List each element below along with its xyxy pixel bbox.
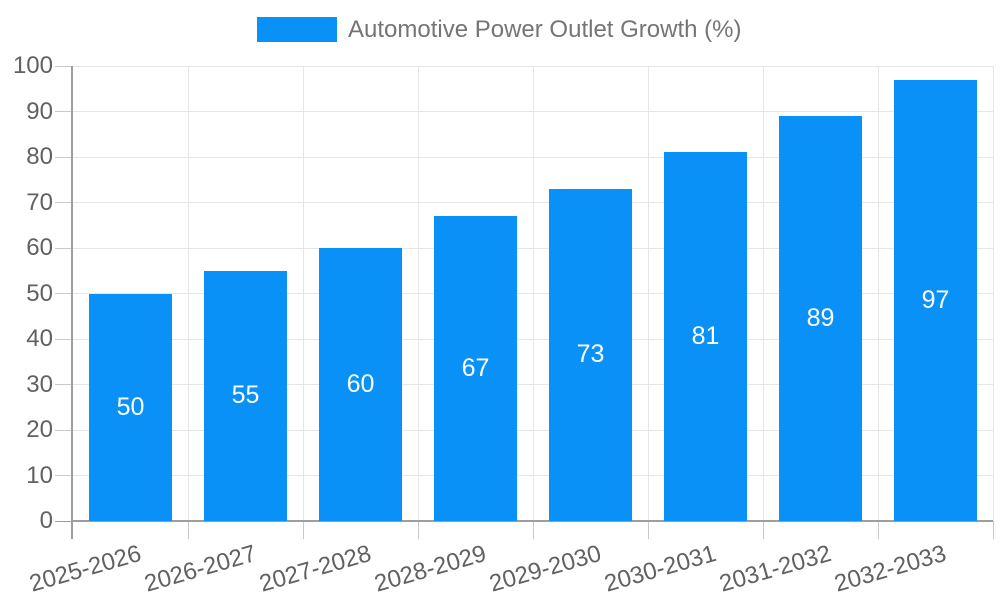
- y-tick: [55, 429, 73, 431]
- bar: 97: [894, 79, 977, 521]
- y-tick: [55, 520, 73, 522]
- bar: 67: [434, 216, 517, 521]
- x-axis-label: 2032-2033: [831, 540, 949, 598]
- bar-value-label: 97: [921, 285, 950, 314]
- bar-value-label: 60: [346, 370, 375, 398]
- x-tick: [532, 521, 534, 539]
- x-tick: [302, 521, 304, 539]
- x-gridline: [877, 66, 879, 521]
- bar-value-label: 55: [231, 381, 260, 410]
- y-axis-label: 40: [26, 325, 53, 352]
- bar-value-label: 89: [806, 304, 835, 333]
- y-axis-label: 10: [26, 461, 53, 489]
- legend-swatch: [257, 17, 337, 42]
- y-axis-label: 50: [26, 279, 53, 307]
- y-axis-label: 0: [39, 507, 53, 534]
- x-tick: [992, 521, 994, 539]
- x-tick: [877, 521, 879, 539]
- x-tick: [417, 521, 419, 539]
- bar-value-label: 67: [461, 354, 490, 383]
- y-tick: [55, 247, 73, 249]
- y-axis-label: 90: [26, 97, 53, 125]
- legend-label: Automotive Power Outlet Growth (%): [348, 16, 742, 43]
- y-tick: [55, 475, 73, 476]
- y-tick: [55, 293, 73, 294]
- x-axis-label: 2030-2031: [601, 540, 719, 598]
- bar: 55: [204, 270, 287, 521]
- x-axis-label: 2031-2032: [716, 540, 834, 598]
- bar: 60: [319, 248, 402, 521]
- x-gridline: [532, 66, 534, 521]
- bar-value-label: 81: [691, 322, 720, 351]
- bar: 89: [779, 116, 862, 521]
- x-gridline: [647, 66, 649, 521]
- y-tick: [55, 65, 73, 67]
- x-tick: [762, 521, 764, 539]
- x-gridline: [187, 66, 189, 521]
- x-gridline: [302, 66, 304, 521]
- y-axis-label: 30: [26, 370, 53, 398]
- x-axis-label: 2025-2026: [26, 540, 144, 598]
- y-axis-line: [71, 66, 73, 539]
- bar: 50: [89, 293, 172, 521]
- x-gridline: [762, 66, 764, 521]
- x-axis-line: [73, 520, 993, 522]
- y-axis-label: 100: [12, 52, 53, 79]
- bar: 73: [549, 188, 632, 521]
- x-axis-label: 2029-2030: [486, 540, 604, 598]
- y-tick: [55, 202, 73, 203]
- x-axis-label: 2026-2027: [141, 540, 259, 598]
- y-axis-label: 80: [26, 143, 53, 170]
- y-tick: [55, 156, 73, 158]
- chart-legend: Automotive Power Outlet Growth (%): [257, 17, 741, 42]
- bar-value-label: 50: [116, 392, 145, 421]
- x-tick: [187, 521, 189, 539]
- x-gridline: [992, 66, 994, 521]
- x-gridline: [417, 66, 419, 521]
- x-axis-label: 2028-2029: [371, 540, 489, 598]
- y-axis-label: 70: [26, 188, 53, 216]
- y-tick: [55, 338, 73, 340]
- bar-value-label: 73: [576, 340, 605, 369]
- y-tick: [55, 111, 73, 112]
- x-tick: [647, 521, 649, 539]
- bar: 81: [664, 152, 747, 521]
- y-axis-label: 60: [26, 234, 53, 261]
- x-axis-label: 2027-2028: [256, 540, 374, 598]
- y-tick: [55, 384, 73, 385]
- y-axis-label: 20: [26, 416, 53, 443]
